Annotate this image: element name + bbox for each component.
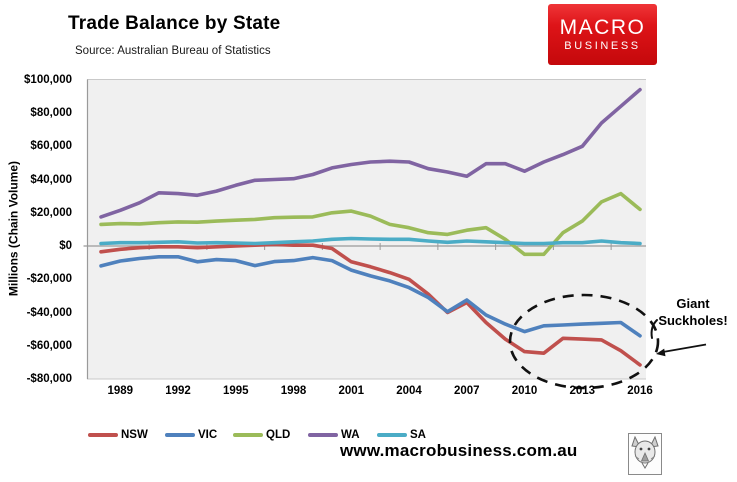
y-tick-label: $60,000	[30, 140, 72, 153]
y-axis-title: Millions (Chain Volume)	[6, 160, 21, 297]
legend-label-nsw: NSW	[121, 429, 148, 441]
macrobusiness-logo-business: BUSINESS	[564, 39, 641, 52]
y-tick-label: -$40,000	[26, 306, 72, 319]
legend-label-qld: QLD	[266, 429, 291, 441]
annotation-giant-suckholes: Giant Suckholes!	[655, 295, 731, 329]
x-tick-label: 1998	[280, 385, 307, 397]
legend-label-wa: WA	[341, 429, 360, 441]
y-tick-label: -$20,000	[26, 273, 72, 286]
legend-swatch-wa	[308, 433, 338, 437]
series-line-wa	[99, 87, 642, 219]
legend-item-wa: WA	[308, 429, 360, 441]
series-line-vic	[99, 254, 642, 338]
x-tick-label: 2013	[569, 385, 596, 397]
website-url: www.macrobusiness.com.au	[340, 441, 578, 460]
x-tick-label: 2007	[453, 385, 480, 397]
annotation-arrow	[650, 319, 707, 357]
source-note: Source: Australian Bureau of Statistics	[75, 45, 271, 57]
annotation-line-1: Giant	[676, 296, 710, 311]
x-tick-label: 1995	[222, 385, 249, 397]
macrobusiness-logo-macro: MACRO	[559, 15, 646, 39]
series-lines	[99, 87, 642, 367]
macrobusiness-logo: MACRO BUSINESS	[548, 4, 657, 65]
legend-label-sa: SA	[410, 429, 426, 441]
x-tick-label: 2004	[396, 385, 422, 397]
page-title: Trade Balance by State	[68, 13, 281, 34]
legend-item-sa: SA	[377, 429, 426, 441]
series-line-sa	[99, 236, 642, 246]
x-tick-label: 2016	[627, 385, 653, 397]
annotation-flourish	[650, 319, 658, 339]
y-tick-label: $100,000	[24, 73, 72, 86]
y-tick-label: $20,000	[30, 206, 72, 219]
y-tick-label: -$60,000	[26, 339, 72, 352]
legend-item-qld: QLD	[233, 429, 290, 441]
legend-label-vic: VIC	[198, 429, 218, 441]
series-line-qld	[99, 191, 642, 257]
legend-swatch-sa	[377, 433, 407, 437]
x-tick-label: 1989	[107, 385, 134, 397]
y-tick-label: $80,000	[30, 107, 72, 119]
x-tick-label: 2001	[338, 385, 365, 397]
legend-item-nsw: NSW	[88, 429, 148, 441]
series-line-nsw	[99, 242, 642, 367]
annotation-line-2: Suckholes!	[658, 313, 728, 328]
x-tick-label: 1992	[165, 385, 191, 397]
y-tick-label: $0	[59, 240, 72, 252]
y-tick-label: $40,000	[30, 173, 72, 186]
y-tick-label: -$80,000	[26, 373, 72, 385]
legend-swatch-nsw	[88, 433, 118, 437]
plot-area	[87, 80, 646, 379]
wolf-logo-frame	[628, 433, 662, 475]
giant-suckholes-dashed-ellipse	[508, 293, 660, 390]
legend-swatch-qld	[233, 433, 263, 437]
legend-swatch-vic	[165, 433, 195, 437]
wolf-icon	[631, 436, 659, 469]
legend-item-vic: VIC	[165, 429, 217, 441]
x-tick-label: 2010	[511, 385, 538, 397]
